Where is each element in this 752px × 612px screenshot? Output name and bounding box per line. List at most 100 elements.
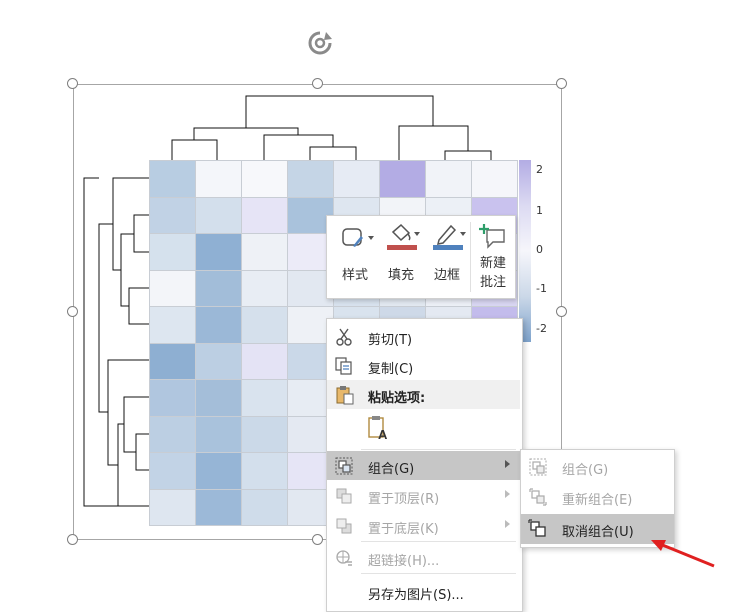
heatmap-cell bbox=[242, 453, 288, 490]
pen-icon bbox=[433, 224, 466, 250]
heatmap-cell bbox=[242, 161, 288, 198]
heatmap-cell bbox=[150, 270, 196, 307]
menu-item-bring-to-front[interactable]: 置于顶层(R) bbox=[327, 481, 520, 510]
menu-item-cut[interactable]: 剪切(T) bbox=[327, 322, 520, 351]
clipboard-icon bbox=[336, 386, 354, 405]
submenu-arrow-icon bbox=[505, 520, 510, 528]
submenu-item-group[interactable]: 组合(G) bbox=[521, 452, 674, 481]
fill-label: 填充 bbox=[387, 268, 414, 283]
new-comment-icon bbox=[479, 224, 505, 249]
colorbar-tick: 0 bbox=[536, 243, 543, 256]
hyperlink-label: 超链接(H)... bbox=[368, 554, 440, 569]
group-label: 组合(G) bbox=[368, 462, 415, 477]
submenu-item-regroup[interactable]: 重新组合(E) bbox=[521, 482, 674, 511]
menu-item-send-to-back[interactable]: 置于底层(K) bbox=[327, 511, 520, 540]
paste-options-label: 粘贴选项: bbox=[368, 391, 426, 406]
border-label: 边框 bbox=[433, 268, 460, 283]
submenu-regroup-label: 重新组合(E) bbox=[562, 493, 633, 508]
group-submenu: 组合(G) 重新组合(E) 取消组合(U) bbox=[520, 449, 675, 548]
heatmap-cell bbox=[150, 489, 196, 526]
style-button[interactable]: 样式 bbox=[333, 216, 377, 298]
paste-text-only-icon: A bbox=[368, 416, 388, 441]
colorbar bbox=[519, 160, 531, 342]
resize-handle-top-right[interactable] bbox=[556, 78, 567, 89]
resize-handle-right[interactable] bbox=[556, 306, 567, 317]
heatmap-cell bbox=[150, 197, 196, 234]
resize-handle-bottom-left[interactable] bbox=[67, 534, 78, 545]
heatmap-cell bbox=[196, 161, 242, 198]
copy-icon bbox=[335, 357, 352, 375]
resize-handle-top-left[interactable] bbox=[67, 78, 78, 89]
menu-item-copy[interactable]: 复制(C) bbox=[327, 351, 520, 380]
heatmap-cell bbox=[196, 234, 242, 271]
heatmap-cell bbox=[242, 416, 288, 453]
submenu-arrow-icon bbox=[505, 460, 510, 468]
colorbar-tick: -1 bbox=[536, 282, 547, 295]
context-menu: 剪切(T) 复制(C) 粘贴选项: A bbox=[326, 318, 523, 612]
group-icon bbox=[529, 458, 547, 476]
heatmap-cell bbox=[242, 343, 288, 380]
hyperlink-icon bbox=[336, 550, 352, 566]
copy-label: 复制(C) bbox=[368, 362, 414, 377]
heatmap-cell bbox=[242, 307, 288, 344]
heatmap-cell bbox=[196, 307, 242, 344]
menu-item-save-as-picture[interactable]: 另存为图片(S)... bbox=[327, 577, 520, 606]
heatmap-cell bbox=[196, 453, 242, 490]
send-to-back-label: 置于底层(K) bbox=[368, 522, 439, 537]
heatmap-cell bbox=[288, 161, 334, 198]
heatmap-cell bbox=[196, 489, 242, 526]
heatmap-cell bbox=[196, 380, 242, 417]
fill-button[interactable]: 填充 bbox=[379, 216, 423, 298]
bring-to-front-icon bbox=[336, 488, 352, 504]
border-button[interactable]: 边框 bbox=[425, 216, 469, 298]
paste-keep-text-button[interactable]: A bbox=[327, 411, 520, 447]
heatmap-cell bbox=[242, 234, 288, 271]
ungroup-icon bbox=[528, 519, 546, 537]
colorbar-tick: -2 bbox=[536, 322, 547, 335]
heatmap-cell bbox=[472, 161, 518, 198]
heatmap-cell bbox=[150, 416, 196, 453]
annotation-arrow-icon bbox=[651, 540, 715, 568]
save-as-picture-label: 另存为图片(S)... bbox=[368, 588, 464, 603]
heatmap-cell bbox=[196, 270, 242, 307]
heatmap-cell bbox=[196, 343, 242, 380]
heatmap-cell bbox=[196, 197, 242, 234]
style-label: 样式 bbox=[341, 268, 368, 283]
submenu-arrow-icon bbox=[505, 490, 510, 498]
menu-item-hyperlink[interactable]: 超链接(H)... bbox=[327, 543, 520, 572]
heatmap-cell bbox=[150, 380, 196, 417]
resize-handle-left[interactable] bbox=[67, 306, 78, 317]
menu-separator bbox=[361, 449, 516, 450]
svg-text:A: A bbox=[378, 427, 388, 441]
heatmap-cell bbox=[150, 307, 196, 344]
regroup-icon bbox=[529, 488, 547, 506]
heatmap-cell bbox=[426, 161, 472, 198]
heatmap-cell bbox=[242, 380, 288, 417]
new-comment-button[interactable]: 新建 批注 bbox=[471, 216, 515, 298]
heatmap-cell bbox=[196, 416, 242, 453]
send-to-back-icon bbox=[336, 518, 352, 534]
shape-style-icon bbox=[342, 228, 374, 247]
heatmap-cell bbox=[150, 453, 196, 490]
resize-handle-top[interactable] bbox=[312, 78, 323, 89]
colorbar-tick: 1 bbox=[536, 204, 543, 217]
heatmap-cell bbox=[242, 489, 288, 526]
fill-color-swatch bbox=[387, 245, 417, 250]
group-icon bbox=[335, 457, 353, 475]
heatmap-cell bbox=[380, 161, 426, 198]
paint-bucket-icon bbox=[387, 223, 420, 250]
menu-separator bbox=[361, 573, 516, 574]
heatmap-cell bbox=[150, 234, 196, 271]
new-comment-label: 新建 批注 bbox=[479, 256, 506, 290]
heatmap-cell bbox=[242, 197, 288, 234]
heatmap-cell bbox=[334, 161, 380, 198]
heatmap-cell bbox=[150, 161, 196, 198]
rotate-handle-icon[interactable] bbox=[304, 28, 336, 58]
submenu-ungroup-label: 取消组合(U) bbox=[562, 525, 634, 540]
border-color-swatch bbox=[433, 245, 463, 250]
scissors-icon bbox=[336, 328, 352, 346]
toolbar-divider bbox=[470, 222, 471, 292]
submenu-item-ungroup[interactable]: 取消组合(U) bbox=[521, 514, 674, 544]
menu-item-group[interactable]: 组合(G) bbox=[327, 451, 520, 480]
resize-handle-bottom[interactable] bbox=[312, 534, 323, 545]
